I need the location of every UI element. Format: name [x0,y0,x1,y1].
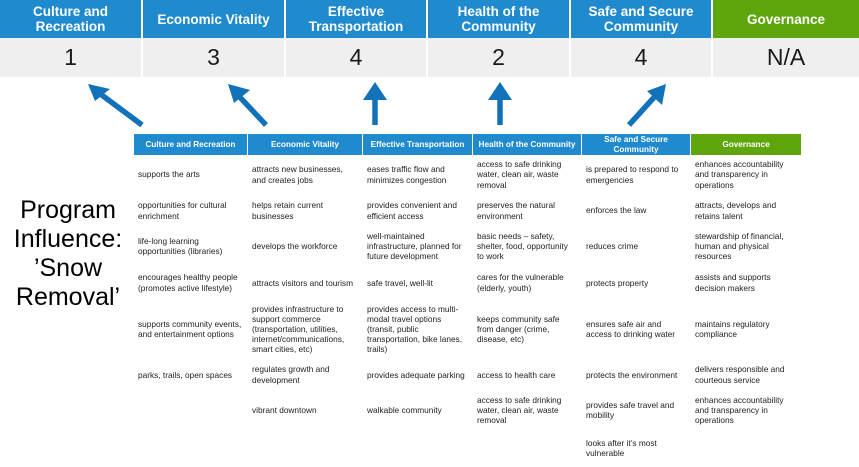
program-influence-caption: Program Influence: ’Snow Removal’ [4,196,132,312]
matrix-cell: enforces the law [581,193,691,228]
matrix-row: supports the arts attracts new businesses… [133,155,802,194]
scorecard-header-governance: Governance [713,0,859,38]
matrix-cell: attracts visitors and tourism [247,264,363,301]
matrix-cell: provides adequate parking [362,357,473,392]
scorecard-value-health-of-the-community: 2 [428,38,571,77]
matrix-cell: attracts new businesses, and creates job… [247,155,363,194]
arrow-up-left-2 [228,84,269,127]
matrix-cell: looks after it’s most vulnerable [581,428,691,467]
matrix-cell: eases traffic flow and minimizes congest… [362,155,473,194]
matrix-cell: vibrant downtown [247,390,363,430]
matrix-cell: encourages healthy people (promotes acti… [133,264,248,301]
program-influence-matrix: Culture and Recreation Economic Vitality… [133,133,802,467]
scorecard-header-culture-and-recreation: Culture and Recreation [0,0,143,38]
matrix-header-culture-and-recreation: Culture and Recreation [133,133,248,156]
matrix-cell: delivers responsible and courteous servi… [690,357,802,392]
arrow-up-right-5 [626,84,666,127]
matrix-cell: access to safe drinking water, clean air… [472,155,582,194]
matrix-cell [472,428,582,467]
arrow-layer [88,82,666,128]
matrix-row: looks after it’s most vulnerable [133,428,802,467]
matrix-cell: assists and supports decision makers [690,264,802,301]
matrix-cell: enhances accountability and transparency… [690,390,802,430]
arrow-up-3 [363,82,387,125]
matrix-cell: basic needs – safety, shelter, food, opp… [472,227,582,266]
matrix-cell: keeps community safe from danger (crime,… [472,299,582,359]
matrix-cell: protects the environment [581,357,691,392]
matrix-cell: maintains regulatory compliance [690,299,802,359]
matrix-cell: is prepared to respond to emergencies [581,155,691,194]
matrix-cell: protects property [581,264,691,301]
scorecard-header-row: Culture and Recreation Economic Vitality… [0,0,859,38]
matrix-cell: supports community events, and entertain… [133,299,248,359]
scorecard-value-culture-and-recreation: 1 [0,38,143,77]
arrow-up-left-1 [88,84,144,128]
scorecard-value-governance: N/A [713,38,859,77]
matrix-cell: provides infrastructure to support comme… [247,299,363,359]
matrix-cell: attracts, develops and retains talent [690,193,802,228]
matrix-row: opportunities for cultural enrichment hel… [133,193,802,228]
matrix-row: parks, trails, open spaces regulates grow… [133,357,802,392]
scorecard-value-safe-and-secure-community: 4 [571,38,713,77]
matrix-cell: access to health care [472,357,582,392]
matrix-header-governance: Governance [690,133,802,156]
caption-line-3: ’Snow [33,254,103,282]
strategic-priorities-scorecard: Culture and Recreation Economic Vitality… [0,0,859,77]
matrix-row: life-long learning opportunities (librar… [133,227,802,266]
matrix-cell: cares for the vulnerable (elderly, youth… [472,264,582,301]
matrix-header-effective-transportation: Effective Transportation [362,133,473,156]
matrix-row: encourages healthy people (promotes acti… [133,264,802,301]
scorecard-value-effective-transportation: 4 [286,38,428,77]
matrix-cell: supports the arts [133,155,248,194]
arrow-up-4 [488,82,512,125]
matrix-header-safe-and-secure-community: Safe and Secure Community [581,133,691,156]
matrix-cell: reduces crime [581,227,691,266]
matrix-cell: parks, trails, open spaces [133,357,248,392]
matrix-cell: helps retain current businesses [247,193,363,228]
scorecard-header-safe-and-secure-community: Safe and Secure Community [571,0,713,38]
matrix-cell: walkable community [362,390,473,430]
scorecard-header-effective-transportation: Effective Transportation [286,0,428,38]
matrix-header-row: Culture and Recreation Economic Vitality… [133,133,802,156]
matrix-cell: preserves the natural environment [472,193,582,228]
matrix-cell: provides convenient and efficient access [362,193,473,228]
matrix-cell [690,428,802,467]
matrix-cell [247,428,363,467]
matrix-cell: opportunities for cultural enrichment [133,193,248,228]
matrix-cell: access to safe drinking water, clean air… [472,390,582,430]
scorecard-value-economic-vitality: 3 [143,38,286,77]
matrix-cell: safe travel, well-lit [362,264,473,301]
matrix-cell [133,390,248,430]
matrix-header-health-of-the-community: Health of the Community [472,133,582,156]
matrix-cell [133,428,248,467]
matrix-row: supports community events, and entertain… [133,299,802,359]
caption-line-4: Removal’ [15,283,121,311]
matrix-cell: provides safe travel and mobility [581,390,691,430]
matrix-cell: ensures safe air and access to drinking … [581,299,691,359]
caption-line-1: Program [20,196,116,224]
scorecard-value-row: 1 3 4 2 4 N/A [0,38,859,77]
matrix-body: supports the arts attracts new businesses… [133,155,802,467]
matrix-cell: develops the workforce [247,227,363,266]
matrix-header-economic-vitality: Economic Vitality [247,133,363,156]
matrix-cell: well-maintained infrastructure, planned … [362,227,473,266]
matrix-cell [362,428,473,467]
matrix-cell: life-long learning opportunities (librar… [133,227,248,266]
scorecard-header-economic-vitality: Economic Vitality [143,0,286,38]
matrix-row: vibrant downtown walkable community access… [133,390,802,430]
matrix-cell: stewardship of financial, human and phys… [690,227,802,266]
scorecard-header-health-of-the-community: Health of the Community [428,0,571,38]
matrix-table: Culture and Recreation Economic Vitality… [133,133,802,467]
caption-line-2: Influence: [13,225,123,253]
matrix-cell: regulates growth and development [247,357,363,392]
matrix-cell: enhances accountability and transparency… [690,155,802,194]
matrix-cell: provides access to multi-modal travel op… [362,299,473,359]
